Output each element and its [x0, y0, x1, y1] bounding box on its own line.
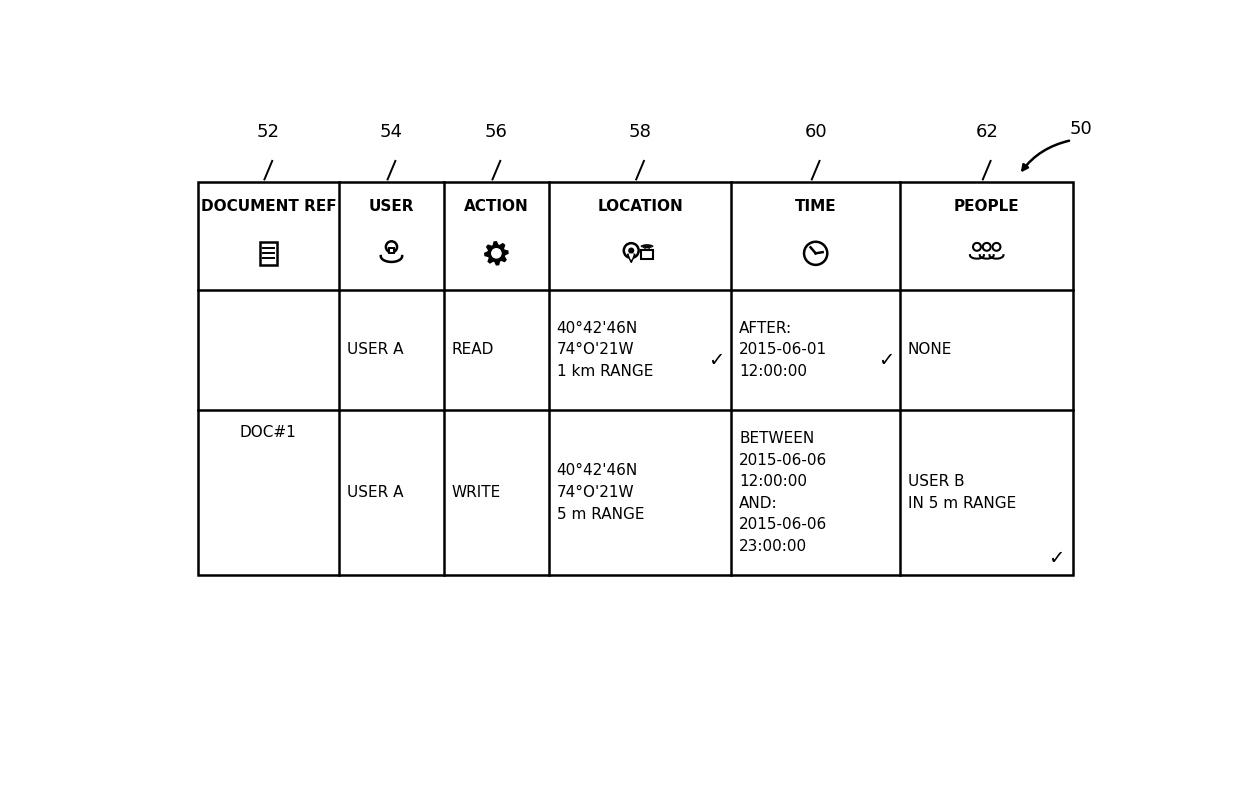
Polygon shape — [630, 254, 634, 259]
Text: USER: USER — [368, 200, 414, 214]
Text: ✓: ✓ — [878, 351, 894, 371]
Text: 52: 52 — [257, 124, 280, 141]
Text: ✓: ✓ — [1048, 549, 1064, 568]
Bar — [389, 248, 393, 253]
Text: PEOPLE: PEOPLE — [954, 200, 1019, 214]
Text: NONE: NONE — [908, 342, 952, 358]
Text: BETWEEN
2015-06-06
12:00:00
AND:
2015-06-06
23:00:00: BETWEEN 2015-06-06 12:00:00 AND: 2015-06… — [739, 431, 827, 554]
Text: WRITE: WRITE — [451, 485, 501, 500]
Polygon shape — [485, 241, 508, 265]
Text: USER A: USER A — [347, 485, 403, 500]
Text: READ: READ — [451, 342, 494, 358]
Text: 40°42'46N
74°O'21W
1 km RANGE: 40°42'46N 74°O'21W 1 km RANGE — [557, 321, 653, 379]
Circle shape — [973, 243, 981, 251]
Text: USER B
IN 5 m RANGE: USER B IN 5 m RANGE — [908, 474, 1016, 511]
Text: AFTER:
2015-06-01
12:00:00: AFTER: 2015-06-01 12:00:00 — [739, 321, 827, 379]
Text: 54: 54 — [379, 124, 403, 141]
Circle shape — [804, 241, 827, 265]
Text: ✓: ✓ — [708, 351, 724, 371]
Text: USER A: USER A — [347, 342, 403, 358]
Text: LOCATION: LOCATION — [598, 200, 683, 214]
Bar — [260, 241, 277, 265]
Text: 50: 50 — [1070, 119, 1092, 138]
Circle shape — [983, 243, 991, 251]
Circle shape — [629, 249, 634, 253]
Text: TIME: TIME — [795, 200, 837, 214]
Text: 60: 60 — [805, 124, 827, 141]
Bar — [197, 183, 1074, 575]
Circle shape — [386, 241, 397, 253]
Polygon shape — [627, 254, 635, 262]
Text: 40°42'46N
74°O'21W
5 m RANGE: 40°42'46N 74°O'21W 5 m RANGE — [557, 464, 644, 521]
Text: DOC#1: DOC#1 — [241, 425, 296, 440]
Text: DOCUMENT REF: DOCUMENT REF — [201, 200, 336, 214]
Text: 58: 58 — [629, 124, 651, 141]
Text: 56: 56 — [485, 124, 508, 141]
Bar — [641, 250, 653, 259]
Text: ACTION: ACTION — [464, 200, 528, 214]
Circle shape — [992, 243, 1001, 251]
Circle shape — [492, 249, 501, 258]
Circle shape — [624, 243, 639, 258]
Text: 62: 62 — [976, 124, 998, 141]
